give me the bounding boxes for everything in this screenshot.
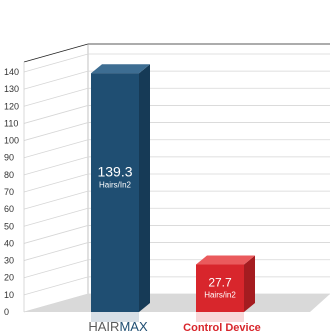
y-tick-label: 50	[4, 221, 14, 231]
bar-front-face	[91, 73, 139, 312]
gridline-side	[23, 139, 89, 159]
bar-reflection	[91, 312, 139, 322]
gridline-side	[23, 70, 89, 90]
gridline-side	[23, 87, 89, 107]
y-tick-label: 20	[4, 273, 14, 283]
y-tick-label: 120	[4, 101, 19, 111]
y-tick-label: 130	[4, 84, 19, 94]
bar-top-face	[91, 64, 150, 74]
y-tick-label: 110	[4, 118, 18, 128]
bar-value-label: 139.3	[97, 164, 132, 180]
gridline-side	[23, 225, 89, 244]
gridline-side	[23, 242, 89, 261]
bar-reflection	[196, 312, 244, 322]
gridline-side	[23, 156, 89, 176]
gridline-side	[23, 259, 89, 279]
gridline-side	[23, 173, 89, 193]
y-tick-label: 30	[4, 256, 14, 266]
y-axis-ticks: 0 10 20 30 40 50 60 70 80 90 100 110 120 130 140	[4, 67, 19, 317]
bar-unit-label: Hairs/In2	[99, 181, 132, 190]
bar-value-label: 27.7	[208, 276, 232, 290]
gridline-side	[23, 105, 89, 124]
bar-top-face	[196, 255, 255, 265]
y-tick-label: 0	[4, 307, 9, 317]
y-tick-label: 10	[4, 290, 14, 300]
y-tick-label: 100	[4, 136, 19, 146]
category-label-hairmax: HAIRMAX	[88, 319, 148, 334]
gridline-side	[23, 276, 89, 296]
y-tick-label: 70	[4, 187, 14, 197]
gridline-side	[23, 53, 89, 73]
chart-grid	[23, 43, 330, 313]
gridline-side	[23, 190, 89, 210]
y-tick-label: 60	[4, 204, 14, 214]
gridline-side	[23, 207, 89, 227]
bar-unit-label: Hairs/in2	[204, 291, 236, 300]
wall-top-diagonal	[23, 43, 89, 63]
category-label-hairmax-prefix: HAIR	[88, 319, 119, 334]
y-tick-label: 140	[4, 67, 19, 77]
gridline-side	[23, 122, 89, 141]
bar-side-face	[244, 255, 255, 312]
category-label-hairmax-suffix: MAX	[119, 319, 148, 334]
category-label-control-device: Control Device	[183, 322, 261, 334]
bar-side-face	[139, 64, 150, 312]
chart-floor-plane	[24, 294, 330, 312]
y-tick-label: 40	[4, 238, 14, 248]
bar-front-face	[196, 264, 244, 312]
chart-floor	[24, 294, 330, 312]
y-tick-label: 80	[4, 170, 14, 180]
y-tick-label: 90	[4, 153, 14, 163]
